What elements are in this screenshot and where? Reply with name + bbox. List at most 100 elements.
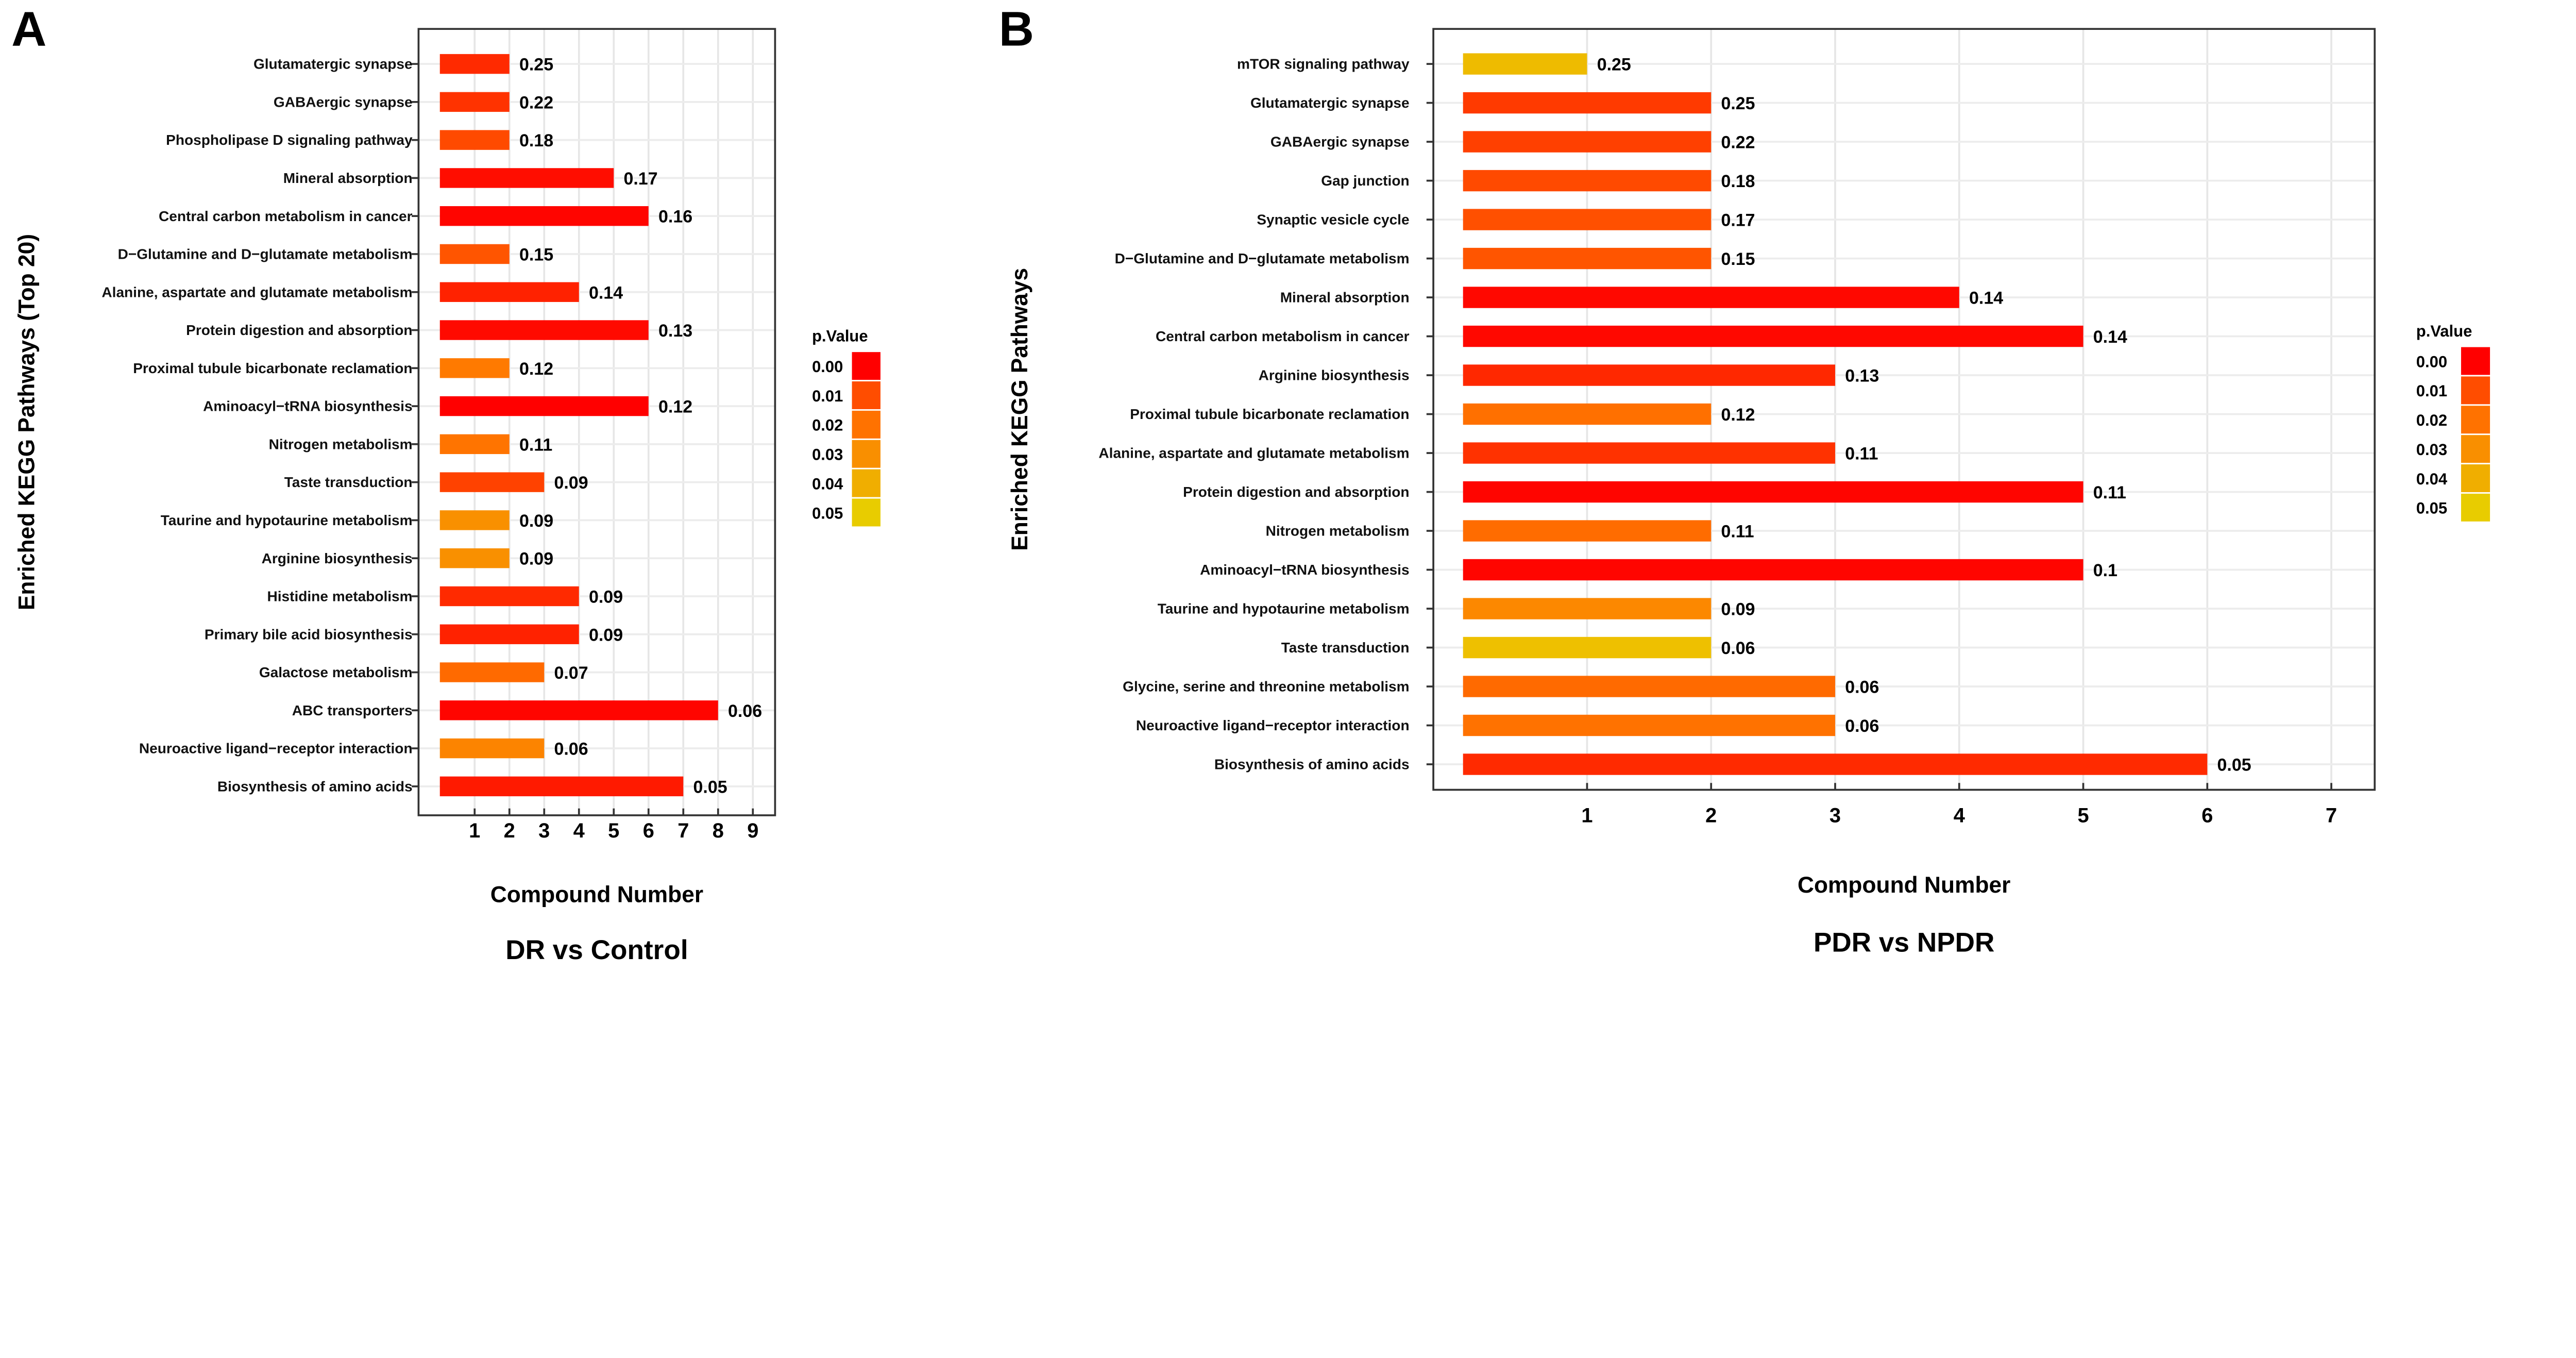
data-label: 0.25: [519, 55, 553, 75]
category-label: Taurine and hypotaurine metabolism: [161, 512, 413, 528]
bar: [1463, 364, 1836, 386]
bar: [439, 510, 510, 530]
plot-frame: [1432, 28, 2376, 791]
category-label: ABC transporters: [292, 702, 413, 718]
category-label: Arginine biosynthesis: [262, 550, 413, 566]
bar: [439, 130, 510, 150]
data-label: 0.18: [1721, 172, 1755, 191]
category-label: Aminoacyl−tRNA biosynthesis: [203, 398, 413, 414]
data-label: 0.22: [1721, 133, 1755, 153]
category-label: Protein digestion and absorption: [1183, 484, 1409, 500]
x-tick-label: 8: [713, 819, 724, 842]
legend-label: 0.04: [2416, 470, 2448, 488]
category-label: Neuroactive ligand−receptor interaction: [1136, 717, 1410, 733]
x-tick-label: 5: [2077, 804, 2089, 827]
bar: [1463, 559, 2083, 581]
bar: [439, 586, 579, 607]
bar: [439, 358, 510, 378]
bar: [1463, 636, 1711, 659]
legend: p.Value 0.00 0.01 0.02 0.03 0.04 0.05: [812, 327, 881, 527]
bar: [1463, 481, 2083, 503]
legend-swatch: [2461, 376, 2490, 405]
x-tick-label: 1: [469, 819, 480, 842]
x-tick-label: 2: [504, 819, 515, 842]
data-label: 0.14: [2093, 327, 2127, 347]
category-label: GABAergic synapse: [1270, 134, 1410, 150]
category-label: Central carbon metabolism in cancer: [159, 208, 413, 224]
data-label: 0.09: [519, 549, 553, 569]
category-label: Nitrogen metabolism: [1266, 523, 1410, 539]
panel-b: mTOR signaling pathway 0.25 Glutamatergic …: [999, 2, 2490, 958]
legend-swatch: [852, 410, 881, 439]
legend-swatch: [2461, 435, 2490, 463]
category-label: Biosynthesis of amino acids: [217, 778, 413, 794]
data-label: 0.11: [1721, 522, 1754, 542]
data-label: 0.06: [728, 701, 762, 721]
category-label: Taste transduction: [1281, 640, 1410, 656]
x-tick-label: 6: [2201, 804, 2213, 827]
bar: [439, 548, 510, 568]
legend-swatch: [852, 352, 881, 380]
legend-label: 0.00: [812, 358, 843, 376]
bar: [1463, 92, 1711, 114]
bar: [439, 396, 649, 416]
bar: [439, 738, 545, 759]
bar: [1463, 598, 1711, 619]
category-label: Galactose metabolism: [259, 664, 413, 680]
data-label: 0.06: [1721, 639, 1755, 658]
legend-swatch: [852, 469, 881, 497]
legend-label: 0.03: [2416, 441, 2447, 459]
category-label: Alanine, aspartate and glutamate metabol…: [101, 284, 412, 300]
legend-swatch: [852, 381, 881, 409]
category-label: Neuroactive ligand−receptor interaction: [139, 741, 413, 757]
bar: [1463, 676, 1836, 697]
bar: [1463, 403, 1711, 425]
bar: [439, 624, 579, 644]
category-label: Glycine, serine and threonine metabolism: [1123, 679, 1409, 695]
bar: [1463, 53, 1587, 75]
bar: [1463, 714, 1836, 736]
data-label: 0.05: [693, 777, 727, 797]
bar: [439, 320, 649, 340]
data-label: 0.05: [2217, 756, 2251, 775]
bar: [439, 662, 545, 682]
x-tick-label: 3: [538, 819, 550, 842]
category-label: Nitrogen metabolism: [269, 436, 413, 452]
legend-swatch: [2461, 464, 2490, 492]
category-label: Alanine, aspartate and glutamate metabol…: [1098, 445, 1409, 461]
category-label: Aminoacyl−tRNA biosynthesis: [1200, 562, 1410, 578]
x-tick-label: 5: [608, 819, 619, 842]
x-tick-label: 2: [1705, 804, 1717, 827]
category-label: Proximal tubule bicarbonate reclamation: [133, 360, 412, 376]
category-label: mTOR signaling pathway: [1237, 56, 1410, 72]
x-tick-label: 4: [1954, 804, 1965, 827]
x-axis-title: Compound Number: [490, 882, 703, 907]
data-label: 0.22: [519, 93, 553, 112]
category-label: Phospholipase D signaling pathway: [166, 132, 413, 148]
data-label: 0.09: [589, 588, 623, 607]
data-label: 0.07: [554, 663, 588, 683]
category-label: Taste transduction: [284, 474, 413, 490]
category-label: Histidine metabolism: [267, 589, 412, 605]
legend-swatch: [2461, 347, 2490, 375]
bar: [1463, 442, 1836, 464]
x-axis-title: Compound Number: [1798, 873, 2010, 898]
panel-letter: B: [999, 2, 1034, 57]
data-label: 0.11: [2093, 483, 2126, 502]
data-label: 0.12: [1721, 405, 1755, 425]
data-label: 0.09: [589, 625, 623, 645]
category-label: Primary bile acid biosynthesis: [205, 626, 413, 642]
legend-swatch: [2461, 493, 2490, 522]
category-label: Glutamatergic synapse: [253, 56, 413, 72]
category-label: Proximal tubule bicarbonate reclamation: [1130, 406, 1409, 422]
data-label: 0.06: [554, 740, 588, 759]
y-axis-title: Enriched KEGG Pathways: [1007, 268, 1032, 551]
category-label: Mineral absorption: [283, 170, 413, 186]
category-label: D−Glutamine and D−glutamate metabolism: [118, 246, 413, 262]
data-label: 0.18: [519, 131, 553, 150]
legend-label: 0.00: [2416, 353, 2447, 371]
bar: [439, 168, 614, 188]
legend-label: 0.05: [2416, 499, 2447, 517]
category-label: Protein digestion and absorption: [186, 322, 412, 338]
legend: p.Value 0.00 0.01 0.02 0.03 0.04 0.05: [2416, 322, 2490, 522]
